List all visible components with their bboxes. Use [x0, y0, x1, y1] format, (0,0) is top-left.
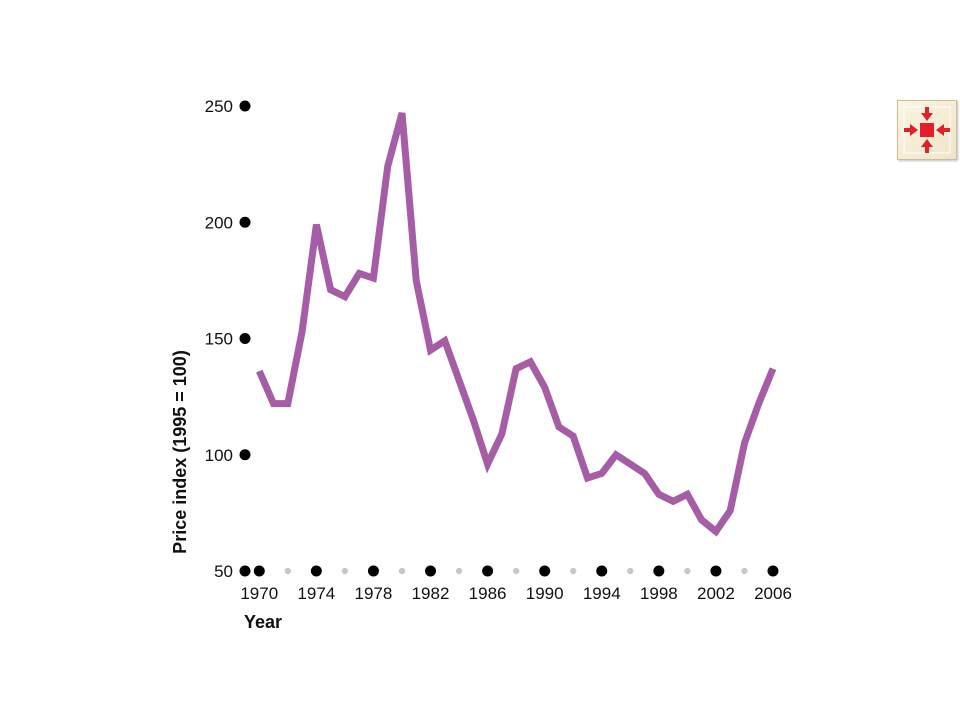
x-tick-label: 1998	[640, 584, 678, 603]
x-tick-marker	[767, 565, 779, 577]
x-tick-label: 1978	[355, 584, 393, 603]
x-tick-marker	[596, 565, 608, 577]
y-tick-marker	[239, 565, 251, 577]
x-tick-marker	[310, 565, 322, 577]
x-tick-marker	[425, 565, 437, 577]
expand-button[interactable]	[897, 100, 957, 160]
x-minor-tick-marker	[455, 567, 463, 575]
y-axis: 50 100 150 200 250	[205, 97, 251, 581]
y-axis-title: Price index (1995 = 100)	[170, 350, 190, 554]
x-minor-tick-marker	[684, 567, 691, 575]
y-tick-label: 200	[205, 213, 233, 232]
y-tick-marker	[239, 333, 251, 344]
y-tick-marker	[239, 100, 251, 112]
y-tick-marker	[239, 216, 251, 228]
x-tick-label: 1970	[240, 584, 278, 603]
series-line	[256, 112, 777, 537]
x-tick-label: 2002	[697, 584, 735, 603]
x-minor-tick-marker	[741, 567, 748, 575]
plot-area	[256, 112, 777, 537]
x-tick-label: 2006	[754, 584, 792, 603]
y-tick-label: 150	[205, 330, 233, 349]
x-tick-marker	[367, 565, 379, 577]
x-minor-tick-marker	[512, 567, 520, 575]
x-tick-label: 1974	[297, 584, 335, 603]
x-tick-marker	[539, 565, 551, 577]
x-minor-tick-marker	[341, 567, 349, 575]
x-tick-marker	[653, 565, 665, 577]
x-tick-label: 1982	[412, 584, 450, 603]
y-tick-label: 250	[205, 97, 233, 116]
x-axis-title: Year	[244, 612, 282, 632]
x-axis: 1970 1974 1978 1982 1986 1990 1994 1998 2002 2006	[240, 565, 792, 603]
x-minor-tick-marker	[570, 567, 577, 575]
x-tick-label: 1986	[469, 584, 507, 603]
y-tick-marker	[239, 449, 251, 461]
x-tick-label: 1994	[583, 584, 621, 603]
x-tick-marker	[253, 565, 265, 577]
x-minor-tick-marker	[284, 567, 292, 575]
y-tick-label: 100	[205, 446, 233, 465]
x-tick-marker	[482, 565, 494, 577]
x-tick-label: 1990	[526, 584, 564, 603]
x-minor-tick-marker	[398, 567, 406, 575]
y-tick-label: 50	[214, 562, 233, 581]
x-tick-marker	[710, 565, 722, 577]
expand-arrows-icon	[903, 106, 951, 154]
x-minor-tick-marker	[627, 567, 634, 575]
